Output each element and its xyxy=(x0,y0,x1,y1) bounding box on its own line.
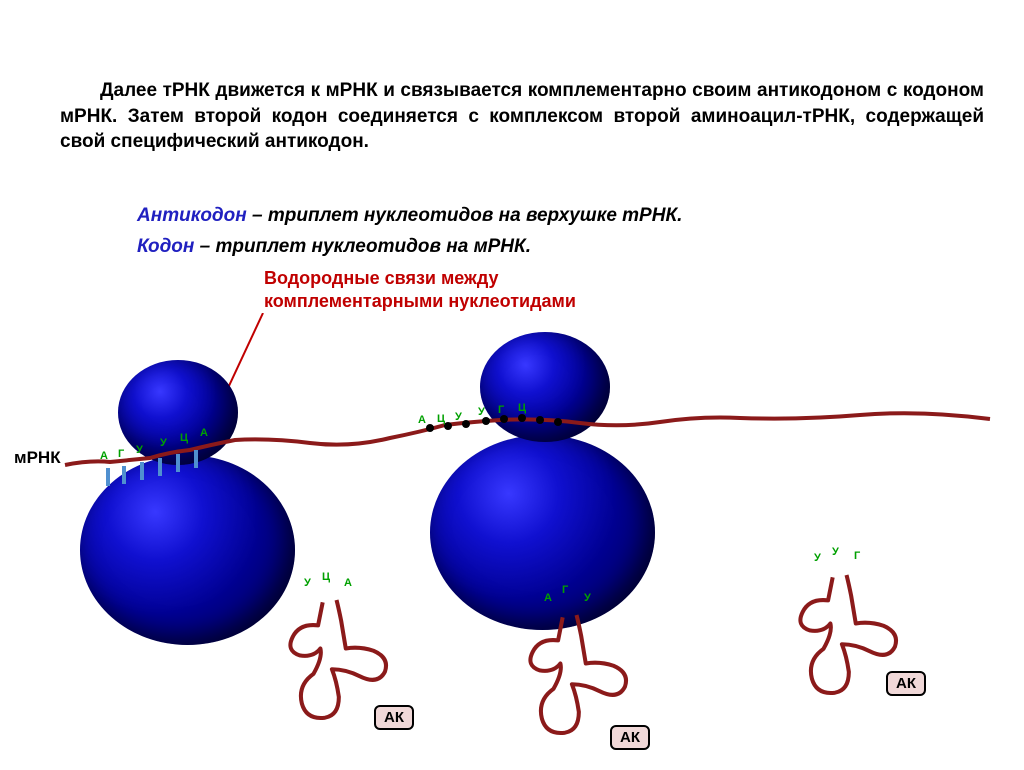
codon-text: – триплет нуклеотидов на мРНК. xyxy=(194,236,531,257)
nucleotide-label: Ц xyxy=(180,432,188,444)
nucleotide-label: У xyxy=(455,411,462,423)
definition-codon: Кодон – триплет нуклеотидов на мРНК. xyxy=(137,236,531,258)
nucleotide-label: А xyxy=(200,427,208,439)
trna-3: УУГАК xyxy=(790,560,910,710)
anticodon-nucleotide: У xyxy=(304,577,311,589)
definition-anticodon: Антикодон – триплет нуклеотидов на верху… xyxy=(137,205,682,227)
hydrogen-bond-label: Водородные связи междукомплементарными н… xyxy=(264,267,576,312)
trna-1: УЦААК xyxy=(280,585,400,735)
anticodon-nucleotide: У xyxy=(814,552,821,564)
nucleotide-label: Г xyxy=(118,448,124,460)
anticodon-nucleotide: У xyxy=(832,546,839,558)
anticodon-text: – триплет нуклеотидов на верхушке тРНК. xyxy=(247,205,683,226)
anticodon-nucleotide: У xyxy=(584,592,591,604)
nucleotide-label: У xyxy=(136,444,143,456)
ribosome-small-subunit xyxy=(480,332,610,442)
codon-term: Кодон xyxy=(137,236,194,257)
anticodon-nucleotide: Г xyxy=(562,584,568,596)
trna-2: АГУАК xyxy=(520,600,640,750)
anticodon-nucleotide: Г xyxy=(854,550,860,562)
anticodon-nucleotide: А xyxy=(344,577,352,589)
intro-paragraph: Далее тРНК движется к мРНК и связывается… xyxy=(60,78,984,155)
nucleotide-label: Г xyxy=(498,404,504,416)
amino-acid-badge: АК xyxy=(886,671,926,696)
anticodon-nucleotide: А xyxy=(544,592,552,604)
nucleotide-label: А xyxy=(418,414,426,426)
amino-acid-badge: АК xyxy=(610,725,650,750)
nucleotide-label: У xyxy=(160,437,167,449)
translation-diagram: АГУУЦААЦУУГЦ УЦААКАГУАКУУГАК xyxy=(0,320,1024,770)
nucleotide-label: У xyxy=(478,406,485,418)
anticodon-nucleotide: Ц xyxy=(322,571,330,583)
ribosome-large-subunit xyxy=(80,455,295,645)
amino-acid-badge: АК xyxy=(374,705,414,730)
anticodon-term: Антикодон xyxy=(137,205,247,226)
nucleotide-label: А xyxy=(100,450,108,462)
nucleotide-label: Ц xyxy=(518,402,526,414)
nucleotide-label: Ц xyxy=(437,413,445,425)
